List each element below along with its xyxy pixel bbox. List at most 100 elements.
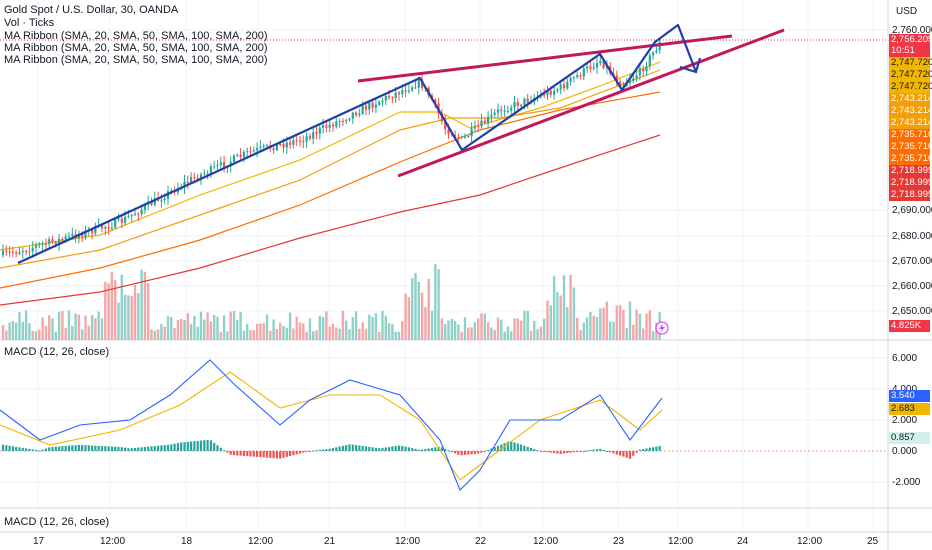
histogram-bar bbox=[292, 451, 295, 456]
histogram-bar bbox=[454, 451, 457, 454]
price-label: 2,690.000 bbox=[892, 205, 932, 216]
candle-body bbox=[133, 214, 137, 216]
volume-bar bbox=[123, 294, 127, 340]
histogram-bar bbox=[137, 447, 140, 451]
macd-axis-label: 4.000 bbox=[892, 384, 917, 395]
volume-bar bbox=[282, 325, 285, 340]
macd-pane-title[interactable]: MACD (12, 26, close) bbox=[4, 346, 110, 358]
histogram-bar bbox=[58, 446, 61, 451]
volume-bar bbox=[632, 324, 635, 340]
currency-label[interactable]: USD bbox=[896, 6, 918, 17]
candle-body bbox=[193, 177, 196, 179]
volume-bar bbox=[605, 301, 609, 340]
candle-body bbox=[642, 68, 645, 72]
histogram-bar bbox=[1, 444, 5, 451]
volume-bar bbox=[585, 317, 589, 340]
candle-body bbox=[259, 146, 262, 149]
volume-bar bbox=[137, 293, 140, 340]
histogram-bar bbox=[539, 451, 542, 452]
candle-body bbox=[628, 80, 632, 84]
macd-axis[interactable]: 6.000 4.000 2.000 0.000 -2.000 bbox=[892, 353, 921, 488]
volume-bar bbox=[213, 315, 216, 340]
histogram-bar bbox=[510, 441, 513, 451]
volume-bar bbox=[440, 318, 444, 340]
ma-value-badge: 2,718.999 bbox=[889, 165, 932, 177]
volume-bar bbox=[295, 316, 298, 340]
pattern-drawings[interactable] bbox=[17, 23, 785, 264]
volume-bar bbox=[321, 317, 325, 340]
candle-body bbox=[18, 252, 21, 254]
candle-body bbox=[615, 75, 618, 82]
volume-bar bbox=[450, 318, 453, 340]
price-axis[interactable]: 2,760.000 2,690.000 2,680.000 2,670.000 … bbox=[892, 25, 932, 317]
volume-bar bbox=[193, 315, 196, 340]
histogram-bar bbox=[48, 447, 51, 451]
volume-bar bbox=[437, 269, 440, 340]
candle-body bbox=[391, 97, 394, 99]
candle-body bbox=[262, 145, 265, 147]
volume-bar bbox=[209, 321, 213, 340]
lightning-icon[interactable] bbox=[655, 321, 669, 335]
volume-bar bbox=[552, 276, 556, 340]
histogram-bar bbox=[364, 446, 368, 451]
candle-body bbox=[589, 66, 592, 69]
ma-ribbon-legend[interactable]: MA Ribbon (SMA, 20, SMA, 50, SMA, 100, S… bbox=[4, 42, 268, 54]
histogram-bar bbox=[523, 445, 526, 451]
candle-body bbox=[358, 113, 361, 116]
volume-bar bbox=[229, 311, 232, 340]
histogram-bar bbox=[467, 451, 470, 455]
volume-bar bbox=[120, 274, 123, 340]
histogram-bar bbox=[625, 451, 628, 458]
candle-body bbox=[295, 140, 298, 142]
macd-axis-label: -2.000 bbox=[892, 477, 921, 488]
ma-value-badge: 2,743.214 bbox=[889, 93, 932, 105]
macd-lines bbox=[0, 359, 663, 491]
candle-body bbox=[562, 84, 566, 89]
candle-body bbox=[8, 251, 11, 253]
histogram-bar bbox=[84, 445, 87, 451]
candle-body bbox=[91, 230, 94, 234]
candle-body bbox=[513, 101, 516, 108]
candle-body bbox=[463, 136, 467, 138]
volume-legend[interactable]: Vol · Ticks bbox=[4, 17, 55, 29]
histogram-bar bbox=[322, 449, 325, 451]
candle-body bbox=[579, 75, 582, 77]
price-label: 2,650.000 bbox=[892, 306, 932, 317]
volume-badge: 4.825K bbox=[889, 320, 930, 332]
candle-body bbox=[500, 109, 503, 111]
volume-bar bbox=[651, 331, 655, 340]
volume-bar bbox=[133, 284, 137, 340]
candle-body bbox=[223, 162, 226, 168]
candle-body bbox=[444, 121, 447, 130]
macd-pane2-title[interactable]: MACD (12, 26, close) bbox=[4, 516, 110, 528]
volume-bar bbox=[206, 312, 209, 340]
candle-body bbox=[1, 250, 5, 255]
candle-body bbox=[467, 136, 470, 138]
volume-bar bbox=[618, 305, 622, 340]
histogram-bar bbox=[91, 445, 94, 451]
time-axis[interactable]: 17 12:00 18 12:00 21 12:00 22 12:00 23 1… bbox=[33, 536, 879, 547]
ma-line bbox=[0, 91, 661, 289]
candle-body bbox=[127, 215, 130, 217]
candle-body bbox=[124, 216, 127, 223]
volume-bar bbox=[140, 269, 143, 340]
volume-bar bbox=[510, 331, 513, 340]
volume-bar bbox=[183, 319, 186, 340]
candle-body bbox=[599, 60, 602, 64]
histogram-bar bbox=[622, 451, 625, 457]
histogram-bar bbox=[38, 450, 41, 452]
candle-body bbox=[256, 148, 259, 151]
candle-body bbox=[457, 136, 460, 138]
candle-body bbox=[553, 90, 556, 95]
volume-bar bbox=[71, 325, 74, 340]
candle-body bbox=[137, 214, 140, 216]
ma-value-badge: 2,743.214 bbox=[889, 117, 932, 129]
volume-bar bbox=[8, 322, 11, 340]
ma-ribbon-legend[interactable]: MA Ribbon (SMA, 20, SMA, 50, SMA, 100, S… bbox=[4, 30, 268, 42]
ma-ribbon-legend[interactable]: MA Ribbon (SMA, 20, SMA, 50, SMA, 100, S… bbox=[4, 54, 268, 66]
symbol-title[interactable]: Gold Spot / U.S. Dollar, 30, OANDA bbox=[4, 4, 179, 16]
signal-line bbox=[0, 371, 663, 481]
candle-body bbox=[298, 140, 302, 142]
histogram-bar bbox=[351, 444, 354, 451]
